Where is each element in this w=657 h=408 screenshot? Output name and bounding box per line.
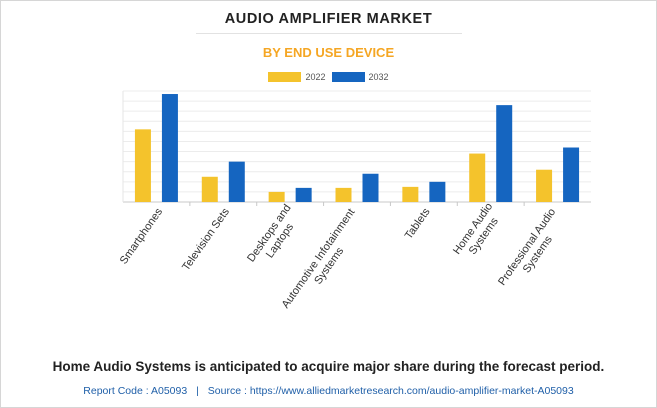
chart-subtitle: BY END USE DEVICE: [262, 45, 395, 60]
bar-2022-professional-audio-systems: [536, 169, 553, 202]
bar-2032-home-audio-systems: [496, 105, 513, 202]
bar-2022-home-audio-systems: [469, 153, 486, 202]
bar-2032-tablets: [429, 181, 446, 202]
bar-2032-professional-audio-systems: [563, 147, 580, 202]
bar-2032-automotive-infotainment-systems: [362, 173, 379, 202]
x-tick-label-line: Automotive Infotainment: [280, 207, 358, 311]
bar-chart: Smartphones Television Sets Desktops andLa…: [118, 90, 591, 319]
x-tick-label: Automotive InfotainmentSystems: [280, 207, 369, 319]
x-tick-label: Professional AudioSystems: [496, 206, 569, 295]
bar-2022-television-sets: [201, 176, 218, 202]
x-tick-label: Tablets: [403, 206, 433, 242]
bar-2022-smartphones: [134, 129, 151, 202]
x-tick-label: Home AudioSystems: [451, 201, 506, 264]
source-link[interactable]: Source : https://www.alliedmarketresearc…: [207, 385, 574, 397]
bar-2032-television-sets: [228, 161, 245, 202]
bar-2022-automotive-infotainment-systems: [335, 187, 352, 202]
title-divider: [196, 33, 462, 34]
legend-label-2032: 2032: [368, 72, 389, 82]
legend-swatch-2032: [331, 72, 365, 82]
report-code: Report Code : A05093: [83, 385, 188, 397]
bar-2032-desktops-and-laptops: [295, 187, 312, 202]
legend-item-2022[interactable]: 2022: [268, 72, 326, 82]
footer-statement: Home Audio Systems is anticipated to acq…: [52, 359, 605, 374]
x-tick-label-line: Smartphones: [118, 206, 166, 267]
source-line: Report Code : A05093 | Source : https://…: [0, 385, 657, 397]
x-tick-label-line: Tablets: [403, 206, 433, 242]
bar-2022-tablets: [402, 186, 419, 202]
legend: 2022 2032: [0, 72, 657, 82]
legend-label-2022: 2022: [305, 72, 326, 82]
x-tick-label: Television Sets: [180, 206, 232, 273]
bar-2032-smartphones: [161, 94, 178, 202]
bar-2022-desktops-and-laptops: [268, 191, 285, 202]
x-tick-label: Smartphones: [118, 206, 166, 267]
source-separator: |: [196, 385, 199, 397]
x-tick-label-line: Television Sets: [180, 206, 232, 273]
legend-item-2032[interactable]: 2032: [331, 72, 389, 82]
chart-title: AUDIO AMPLIFIER MARKET: [224, 11, 433, 27]
x-tick-label: Desktops andLaptops: [245, 202, 304, 271]
legend-swatch-2022: [268, 72, 302, 82]
